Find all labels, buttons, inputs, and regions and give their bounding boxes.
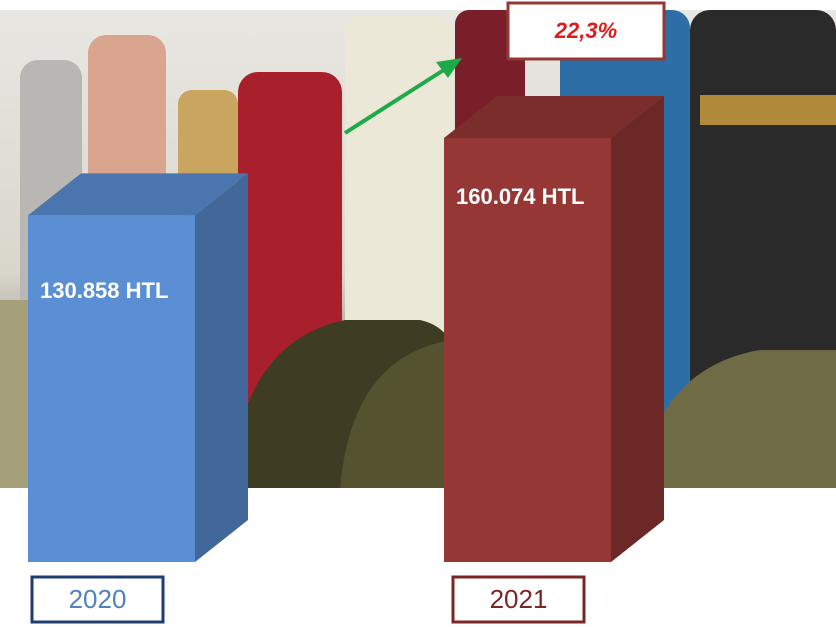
annotation: 22,3% xyxy=(554,18,617,43)
bar-top xyxy=(28,173,248,216)
category-box xyxy=(30,575,165,624)
category-box xyxy=(451,575,586,624)
growth-arrow xyxy=(343,64,452,135)
x-tick-label: 2020 xyxy=(69,584,127,614)
bar-side xyxy=(195,173,248,563)
value-label: 130.858 HTL xyxy=(40,278,168,303)
x-tick-label: 2021 xyxy=(490,584,548,614)
value-label: 160.074 HTL xyxy=(456,184,584,209)
bar-top xyxy=(444,96,664,138)
growth-arrow-head xyxy=(436,58,462,78)
bar-side xyxy=(611,96,664,562)
annotation-box xyxy=(506,1,666,61)
bar xyxy=(28,215,195,563)
bar xyxy=(444,138,611,562)
